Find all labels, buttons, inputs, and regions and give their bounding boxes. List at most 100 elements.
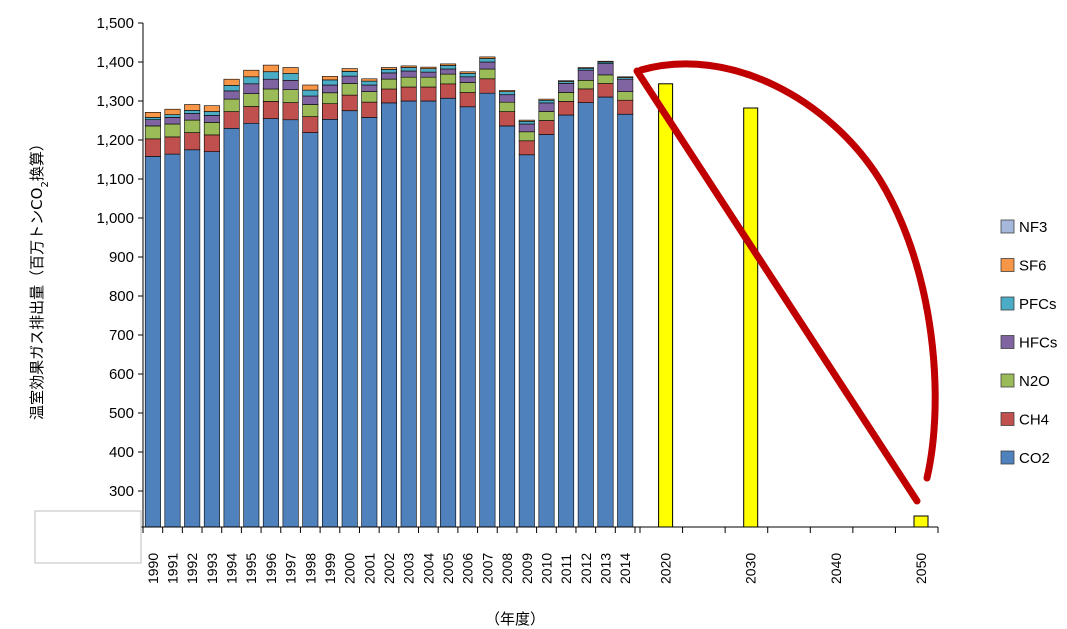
bar-segment-pfcs: [479, 58, 496, 63]
legend-swatch-pfcs: [1000, 296, 1015, 311]
bar-segment-sf6: [400, 65, 417, 68]
bar-segment-hfcs: [400, 70, 417, 78]
x-tick-label: 1998: [302, 553, 318, 584]
bar-segment-sf6: [577, 67, 594, 69]
legend-label-co2: CO2: [1019, 450, 1050, 467]
bar-segment-n2o: [499, 101, 516, 112]
legend-swatch-ch4: [1000, 412, 1015, 426]
bar-segment-hfcs: [282, 80, 299, 91]
bar-segment-hfcs: [597, 63, 614, 76]
bar-segment-pfcs: [361, 80, 378, 86]
bar-segment-sf6: [597, 60, 614, 63]
bar-segment-sf6: [420, 66, 437, 69]
bar-segment-ch4: [203, 134, 220, 152]
bar-segment-sf6: [282, 67, 299, 74]
bar-segment-ch4: [459, 92, 476, 108]
y-tick-label: 300: [109, 483, 134, 500]
bar-segment-sf6: [440, 63, 457, 66]
bar-segment-sf6: [302, 84, 319, 91]
y-tick-label: 600: [109, 366, 134, 383]
bar-segment-hfcs: [440, 68, 457, 75]
bar-segment-ch4: [341, 94, 358, 111]
bar-segment-co2: [302, 132, 319, 528]
bar-segment-sf6: [243, 69, 260, 78]
y-tick-label: 700: [109, 327, 134, 344]
legend-swatch-hfcs: [1000, 335, 1015, 349]
bar-segment-n2o: [459, 82, 476, 93]
legend-swatch-nf3: [1000, 219, 1015, 234]
legend-label-hfcs: HFCs: [1019, 335, 1057, 352]
legend-label-ch4: CH4: [1019, 412, 1049, 429]
x-tick-label: 2014: [617, 553, 633, 584]
bar-segment-n2o: [420, 76, 437, 88]
bar-segment-hfcs: [558, 83, 575, 93]
bar-segment-n2o: [164, 123, 181, 138]
bar-segment-co2: [341, 110, 358, 528]
y-tick-label: 1,500: [96, 15, 134, 32]
bar-segment-ch4: [479, 78, 496, 94]
x-tick-label: 2020: [658, 553, 674, 584]
bar-segment-hfcs: [223, 90, 240, 100]
reduction-line: [633, 67, 921, 505]
bar-segment-co2: [518, 154, 535, 528]
x-tick-label: 2006: [460, 553, 476, 584]
bar-segment-n2o: [262, 88, 279, 102]
x-tick-label: 2030: [743, 553, 759, 584]
bar-segment-co2: [440, 98, 457, 528]
legend-swatch-co2: [1000, 450, 1015, 465]
bar-segment-co2: [380, 102, 397, 528]
bar-segment-hfcs: [341, 75, 358, 84]
bar-segment-co2: [577, 102, 594, 528]
x-tick-label: 2001: [361, 553, 377, 584]
bar-segment-pfcs: [144, 117, 161, 121]
bar-segment-n2o: [577, 80, 594, 90]
y-tick-label: 1,000: [96, 210, 134, 227]
bar-segment-co2: [203, 151, 220, 528]
x-tick-label: 1993: [204, 553, 220, 584]
bar-segment-pfcs: [282, 73, 299, 81]
bar-segment-ch4: [164, 136, 181, 155]
x-tick-label: 1996: [263, 553, 279, 584]
bar-segment-ch4: [558, 101, 575, 116]
bar-segment-co2: [499, 125, 516, 528]
bar-segment-co2: [321, 119, 338, 528]
bars: [144, 56, 929, 528]
bar-segment-co2: [459, 106, 476, 528]
bar-segment-pfcs: [518, 121, 535, 125]
bar-segment-co2: [479, 92, 496, 528]
bar-segment-pfcs: [440, 65, 457, 70]
annotations: [633, 60, 939, 505]
bar-segment-co2: [243, 122, 260, 528]
bar-segment-hfcs: [203, 115, 220, 123]
y-axis-label: 温室効果ガス排出量（百万トンCO2換算）: [28, 136, 51, 420]
bar-segment-pfcs: [538, 99, 555, 104]
bar-segment-sf6: [617, 76, 634, 78]
bar-segment-co2: [617, 114, 634, 528]
bar-segment-ch4: [400, 86, 417, 102]
bar-segment-co2: [184, 149, 201, 528]
bar-segment-sf6: [499, 90, 516, 93]
bar-segment-co2: [164, 153, 181, 528]
bar-segment-sf6: [144, 112, 161, 118]
bar-segment-pfcs: [243, 76, 260, 85]
bar-segment-co2: [282, 119, 299, 528]
bar-segment-sf6: [558, 80, 575, 82]
bar-segment-ch4: [321, 103, 338, 120]
bar-segment-n2o: [361, 91, 378, 103]
bar-segment-n2o: [440, 73, 457, 85]
bar-segment-pfcs: [341, 71, 358, 77]
bar-segment-hfcs: [243, 83, 260, 94]
bar-segment-ch4: [617, 99, 634, 115]
legend-label-nf3: NF3: [1019, 219, 1047, 236]
bar-segment-ch4: [380, 88, 397, 104]
x-tick-label: 2008: [499, 553, 515, 584]
bar-segment-hfcs: [518, 123, 535, 133]
bar-segment-n2o: [144, 125, 161, 140]
bar-segment-sf6: [361, 78, 378, 82]
y-tick-label: 1,100: [96, 171, 134, 188]
x-tick-label: 2050: [913, 553, 929, 584]
bar-segment-ch4: [243, 106, 260, 124]
bar-segment-ch4: [144, 138, 161, 157]
bar-segment-hfcs: [420, 71, 437, 78]
bar-segment-hfcs: [459, 76, 476, 83]
